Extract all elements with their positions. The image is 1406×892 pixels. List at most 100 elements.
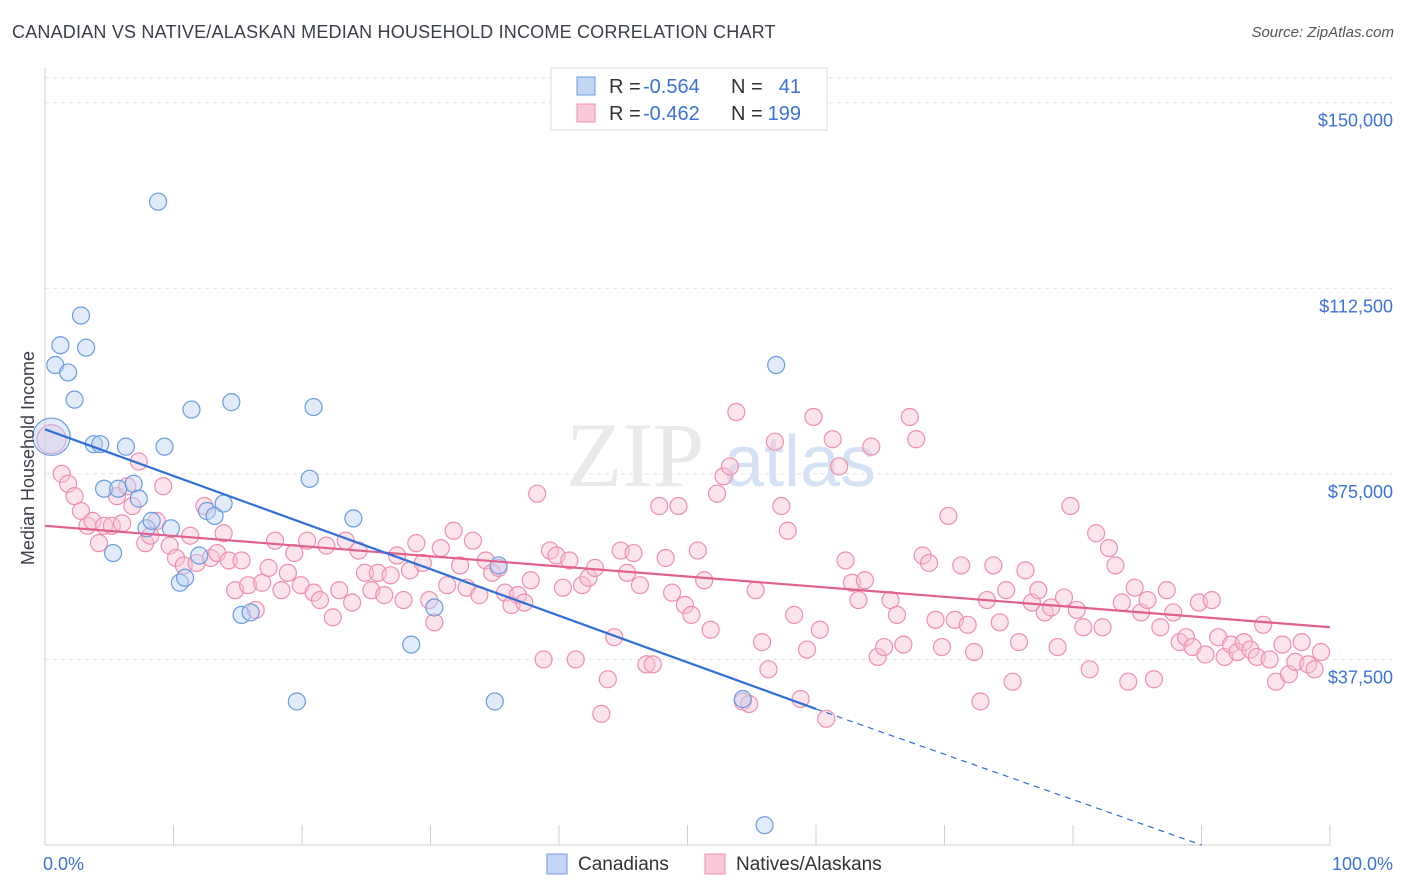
native-alaskan-point	[528, 484, 547, 503]
native-alaskan-point	[1029, 581, 1048, 600]
native-alaskan-point	[1009, 633, 1029, 652]
canadian-point	[142, 511, 161, 530]
native-alaskan-point	[720, 457, 740, 476]
canadian-point	[155, 437, 174, 456]
x-tick-label: 0.0%	[43, 854, 84, 874]
canadian-point	[32, 417, 71, 457]
canadians-trend-extension	[815, 708, 1202, 846]
legend-r-value-1: -0.564	[643, 76, 700, 98]
native-alaskan-point	[1202, 590, 1221, 610]
canadian-point	[77, 338, 96, 357]
canadian-point	[425, 598, 444, 617]
canadian-point	[767, 355, 786, 375]
native-alaskan-point	[964, 642, 984, 662]
canadian-point	[300, 469, 319, 488]
native-alaskan-point	[791, 689, 810, 709]
native-alaskan-point	[560, 551, 579, 570]
native-alaskan-point	[997, 581, 1016, 600]
native-alaskan-point	[265, 531, 285, 550]
native-alaskan-point	[1157, 581, 1176, 600]
native-alaskan-point	[669, 496, 688, 516]
y-tick-labels: $37,500 $75,000 $112,500 $150,000	[1318, 111, 1393, 688]
native-alaskan-point	[166, 548, 186, 568]
native-alaskan-point	[317, 536, 336, 555]
native-alaskan-point	[695, 571, 714, 590]
native-alaskan-point	[1080, 660, 1099, 679]
native-alaskan-point	[463, 531, 483, 550]
native-alaskan-point	[1106, 556, 1125, 575]
native-alaskan-point	[238, 576, 258, 595]
native-alaskan-point	[310, 590, 330, 610]
native-alaskan-point	[785, 605, 804, 625]
native-alaskan-point	[154, 477, 173, 496]
canadian-point	[170, 573, 190, 592]
native-alaskan-point	[939, 506, 958, 526]
y-tick-label: $150,000	[1318, 111, 1393, 131]
native-alaskan-point	[304, 583, 323, 602]
series-canadians-points	[32, 192, 786, 835]
native-alaskan-point	[862, 437, 881, 456]
y-tick-label: $75,000	[1328, 482, 1393, 502]
native-alaskan-point	[746, 581, 765, 600]
native-alaskan-point	[1196, 645, 1215, 664]
native-alaskan-point	[900, 407, 919, 427]
native-alaskan-point	[1093, 618, 1112, 637]
legend-swatch-canadians	[576, 76, 596, 96]
native-alaskan-point	[1074, 618, 1093, 637]
natives-trend-line	[44, 524, 1331, 629]
legend-n-label-2: N =	[731, 103, 763, 125]
canadian-point	[148, 192, 168, 211]
native-alaskan-point	[707, 484, 727, 503]
native-alaskan-point	[394, 590, 413, 610]
canadian-point	[344, 509, 363, 528]
native-alaskan-point	[624, 543, 643, 563]
bottom-legend-swatch-natives	[704, 853, 726, 875]
native-alaskan-point	[1099, 538, 1119, 558]
native-alaskan-point	[298, 531, 317, 550]
canadian-point	[129, 489, 148, 508]
canadian-point	[59, 363, 78, 382]
native-alaskan-point	[36, 424, 67, 455]
native-alaskan-point	[656, 548, 675, 568]
native-alaskan-point	[830, 457, 849, 476]
native-alaskan-point	[534, 650, 553, 669]
canadian-point	[222, 393, 241, 412]
native-alaskan-point	[1164, 603, 1183, 622]
native-alaskan-point	[971, 692, 990, 711]
y-tick-label: $37,500	[1328, 667, 1393, 687]
native-alaskan-point	[444, 521, 463, 540]
native-alaskan-point	[688, 541, 707, 560]
native-alaskan-point	[323, 608, 342, 627]
native-alaskan-point	[932, 637, 952, 657]
canadian-point	[109, 479, 128, 498]
native-alaskan-point	[573, 576, 592, 595]
bottom-legend-canadians: Canadians	[578, 854, 669, 875]
native-alaskan-point	[1061, 496, 1080, 516]
canadian-point	[489, 556, 508, 575]
native-alaskan-point	[894, 635, 913, 654]
trend-lines	[44, 428, 1331, 846]
legend-n-value-2: 199	[768, 103, 801, 125]
native-alaskan-point	[1311, 642, 1331, 662]
native-alaskan-point	[958, 615, 977, 634]
native-alaskan-point	[650, 496, 669, 516]
canadian-point	[51, 336, 70, 355]
native-alaskan-point	[1151, 618, 1170, 637]
native-alaskan-point	[714, 467, 733, 486]
source-label: Source: ZipAtlas.com	[1251, 24, 1394, 41]
native-alaskan-point	[875, 637, 894, 657]
native-alaskan-point	[913, 546, 932, 565]
legend-n-label-1: N =	[731, 76, 763, 98]
native-alaskan-point	[407, 534, 426, 553]
y-axis-label: Median Household Income	[18, 351, 38, 565]
native-alaskan-point	[1254, 615, 1273, 634]
canadian-point	[755, 816, 774, 835]
native-alaskan-point	[868, 647, 887, 667]
native-alaskan-point	[1016, 561, 1035, 580]
canadian-point	[95, 479, 114, 498]
native-alaskan-point	[52, 464, 71, 483]
native-alaskan-point	[919, 553, 939, 573]
native-alaskan-point	[553, 578, 572, 597]
native-alaskan-point	[355, 563, 375, 582]
y-tick-label: $112,500	[1319, 296, 1393, 316]
